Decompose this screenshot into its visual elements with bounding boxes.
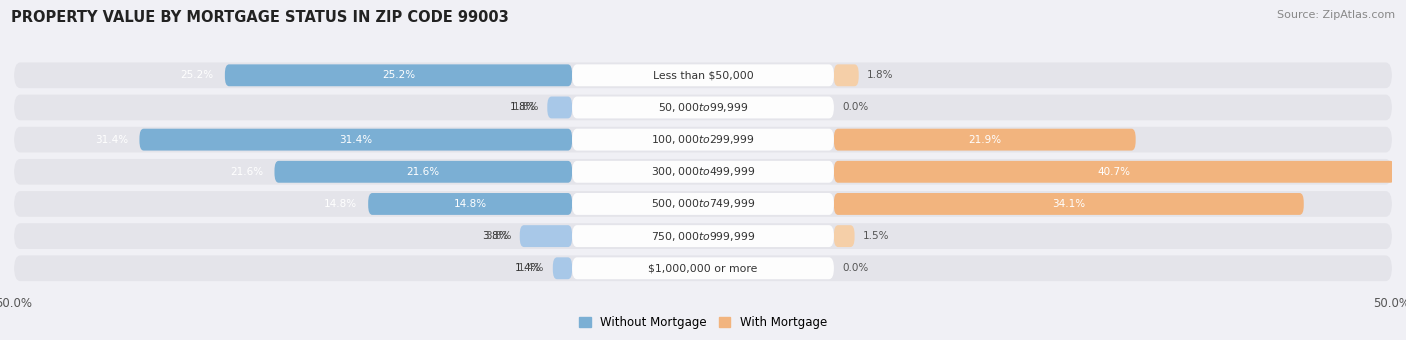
FancyBboxPatch shape [572, 97, 834, 118]
FancyBboxPatch shape [834, 161, 1395, 183]
Text: 1.8%: 1.8% [513, 102, 538, 113]
Text: 21.9%: 21.9% [969, 135, 1001, 144]
Text: 0.0%: 0.0% [842, 102, 869, 113]
FancyBboxPatch shape [572, 257, 834, 279]
Text: 25.2%: 25.2% [181, 70, 214, 80]
Text: PROPERTY VALUE BY MORTGAGE STATUS IN ZIP CODE 99003: PROPERTY VALUE BY MORTGAGE STATUS IN ZIP… [11, 10, 509, 25]
FancyBboxPatch shape [14, 255, 1392, 281]
Text: 21.6%: 21.6% [231, 167, 263, 177]
Text: 1.4%: 1.4% [515, 263, 541, 273]
FancyBboxPatch shape [14, 191, 1392, 217]
Text: 1.4%: 1.4% [517, 263, 544, 273]
Text: $750,000 to $999,999: $750,000 to $999,999 [651, 230, 755, 243]
Legend: Without Mortgage, With Mortgage: Without Mortgage, With Mortgage [579, 316, 827, 329]
Text: 1.8%: 1.8% [510, 102, 536, 113]
Text: Less than $50,000: Less than $50,000 [652, 70, 754, 80]
Text: $1,000,000 or more: $1,000,000 or more [648, 263, 758, 273]
FancyBboxPatch shape [572, 129, 834, 151]
FancyBboxPatch shape [572, 161, 834, 183]
Text: 31.4%: 31.4% [339, 135, 373, 144]
Text: 0.0%: 0.0% [842, 263, 869, 273]
Text: $100,000 to $299,999: $100,000 to $299,999 [651, 133, 755, 146]
FancyBboxPatch shape [834, 225, 855, 247]
FancyBboxPatch shape [834, 64, 859, 86]
Text: 21.6%: 21.6% [406, 167, 440, 177]
Text: 31.4%: 31.4% [96, 135, 128, 144]
FancyBboxPatch shape [520, 225, 572, 247]
Text: 1.5%: 1.5% [863, 231, 890, 241]
Text: $300,000 to $499,999: $300,000 to $499,999 [651, 165, 755, 178]
FancyBboxPatch shape [139, 129, 572, 151]
Text: Source: ZipAtlas.com: Source: ZipAtlas.com [1277, 10, 1395, 20]
Text: 3.8%: 3.8% [482, 231, 509, 241]
FancyBboxPatch shape [225, 64, 572, 86]
FancyBboxPatch shape [834, 129, 1136, 151]
FancyBboxPatch shape [274, 161, 572, 183]
Text: 3.8%: 3.8% [485, 231, 512, 241]
Text: $500,000 to $749,999: $500,000 to $749,999 [651, 198, 755, 210]
FancyBboxPatch shape [572, 225, 834, 247]
FancyBboxPatch shape [14, 63, 1392, 88]
Text: 14.8%: 14.8% [323, 199, 357, 209]
FancyBboxPatch shape [14, 223, 1392, 249]
FancyBboxPatch shape [547, 97, 572, 118]
Text: 14.8%: 14.8% [454, 199, 486, 209]
Text: 34.1%: 34.1% [1052, 199, 1085, 209]
Text: $50,000 to $99,999: $50,000 to $99,999 [658, 101, 748, 114]
FancyBboxPatch shape [572, 64, 834, 86]
FancyBboxPatch shape [14, 127, 1392, 153]
FancyBboxPatch shape [368, 193, 572, 215]
FancyBboxPatch shape [572, 193, 834, 215]
Text: 25.2%: 25.2% [382, 70, 415, 80]
FancyBboxPatch shape [553, 257, 572, 279]
Text: 1.8%: 1.8% [868, 70, 893, 80]
FancyBboxPatch shape [14, 159, 1392, 185]
FancyBboxPatch shape [14, 95, 1392, 120]
Text: 40.7%: 40.7% [1098, 167, 1130, 177]
FancyBboxPatch shape [834, 193, 1303, 215]
